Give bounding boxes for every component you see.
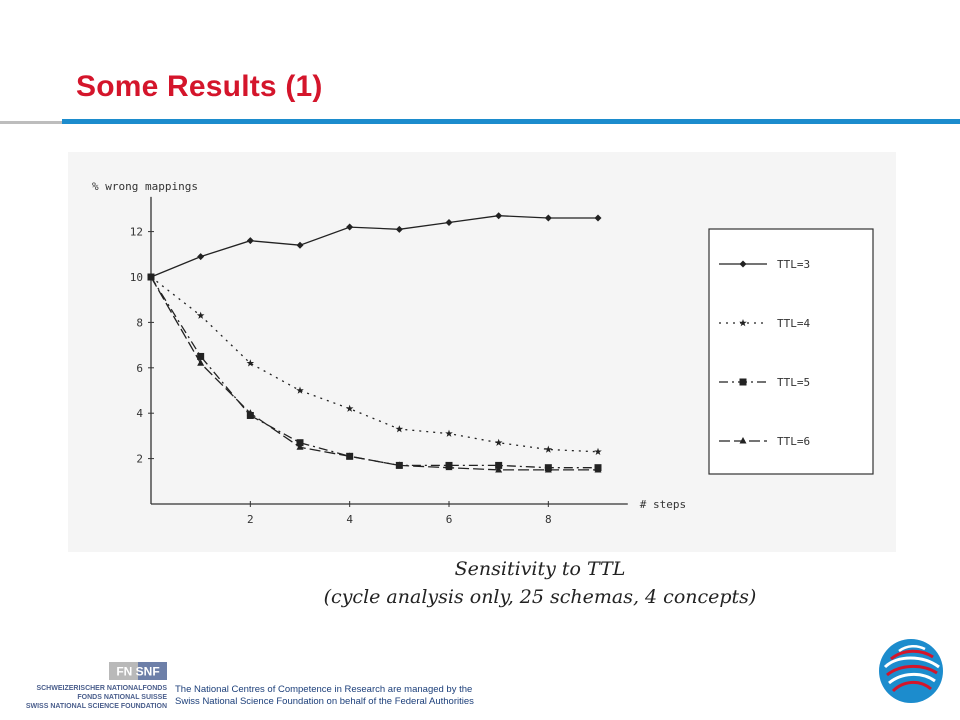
x-tick-label: 8: [545, 513, 552, 526]
data-point: [395, 425, 404, 433]
data-point: [544, 214, 552, 222]
data-point: [495, 212, 503, 220]
x-tick-label: 4: [346, 513, 353, 526]
data-point: [296, 439, 304, 447]
series-3: [147, 273, 602, 472]
y-tick-label: 8: [136, 316, 143, 329]
data-point: [246, 359, 255, 367]
legend-marker: [739, 437, 747, 444]
legend-entry-2: TTL=4: [719, 317, 810, 330]
y-tick-label: 4: [136, 407, 143, 420]
data-point: [346, 452, 354, 459]
title-rule: [62, 119, 960, 124]
data-point: [197, 253, 205, 261]
data-point: [196, 311, 205, 319]
legend-marker: [739, 260, 747, 268]
data-point: [197, 359, 205, 366]
title-rule-left: [0, 121, 62, 124]
data-point: [495, 465, 503, 473]
fnsnf-label: FN SNF: [116, 665, 159, 679]
data-point: [594, 214, 602, 222]
data-point: [544, 445, 553, 453]
data-point: [445, 429, 453, 437]
legend-entry-1: TTL=3: [719, 258, 810, 271]
data-point: [594, 465, 602, 473]
data-point: [246, 237, 254, 245]
x-tick-label: 6: [446, 513, 453, 526]
legend-label: TTL=3: [777, 258, 810, 271]
legend-entry-4: TTL=6: [719, 435, 810, 448]
legend-marker: [739, 378, 747, 386]
data-point: [495, 461, 503, 469]
footer-note-line-2: Swiss National Science Foundation on beh…: [175, 696, 474, 707]
legend-marker: [739, 319, 747, 327]
series-2: [147, 273, 602, 456]
y-axis-label: % wrong mappings: [92, 180, 198, 193]
data-point: [395, 225, 403, 233]
line-chart: 2 4 6 8 10 12 2 4 6 8 % wrong mappings # steps TTL=…: [92, 180, 874, 526]
legend-label: TTL=6: [777, 435, 810, 448]
data-point: [345, 404, 354, 412]
data-point: [494, 438, 503, 446]
data-point: [246, 409, 254, 416]
data-point: [346, 223, 354, 231]
data-point: [594, 447, 602, 456]
legend-label: TTL=5: [777, 376, 810, 389]
y-tick-label: 2: [136, 453, 143, 466]
y-tick-label: 12: [130, 226, 143, 239]
fnsnf-logo: FN SNF: [109, 662, 167, 680]
funder-line-2: FONDS NATIONAL SUISSE: [77, 694, 167, 701]
legend-label: TTL=4: [777, 317, 810, 330]
funder-line-3: SWISS NATIONAL SCIENCE FOUNDATION: [25, 703, 167, 710]
data-point: [445, 463, 453, 471]
funder-line-1: SCHWEIZERISCHER NATIONALFONDS: [36, 685, 167, 692]
footer-note-line-1: The National Centres of Competence in Re…: [175, 684, 473, 695]
data-point: [445, 219, 453, 227]
data-point: [147, 273, 155, 280]
funder-name: SCHWEIZERISCHER NATIONALFONDS FONDS NATI…: [22, 684, 167, 711]
series-4: [147, 273, 602, 473]
footer-note: The National Centres of Competence in Re…: [175, 684, 474, 708]
slide-title: Some Results (1): [76, 70, 323, 103]
data-point: [197, 352, 205, 360]
legend-box: [708, 228, 874, 475]
series-line: [150, 276, 598, 469]
chart-panel: 2 4 6 8 10 12 2 4 6 8 % wrong mappings # steps TTL=…: [68, 152, 896, 552]
data-point: [296, 386, 304, 394]
data-point: [296, 241, 304, 249]
nccr-globe-logo: [879, 639, 943, 703]
y-tick-label: 10: [130, 271, 143, 284]
legend-entry-3: TTL=5: [719, 376, 810, 389]
data-point: [296, 443, 304, 450]
caption-line-2: (cycle analysis only, 25 schemas, 4 conc…: [323, 586, 757, 608]
data-point: [395, 461, 403, 468]
y-tick-label: 6: [136, 362, 143, 375]
series-1: [147, 212, 602, 281]
series-line: [150, 276, 599, 453]
series-line: [150, 215, 598, 278]
x-axis-label: # steps: [640, 498, 686, 511]
caption-line-1: Sensitivity to TTL: [454, 558, 626, 580]
series-line: [150, 276, 598, 471]
data-point: [544, 465, 552, 473]
x-tick-label: 2: [247, 513, 254, 526]
